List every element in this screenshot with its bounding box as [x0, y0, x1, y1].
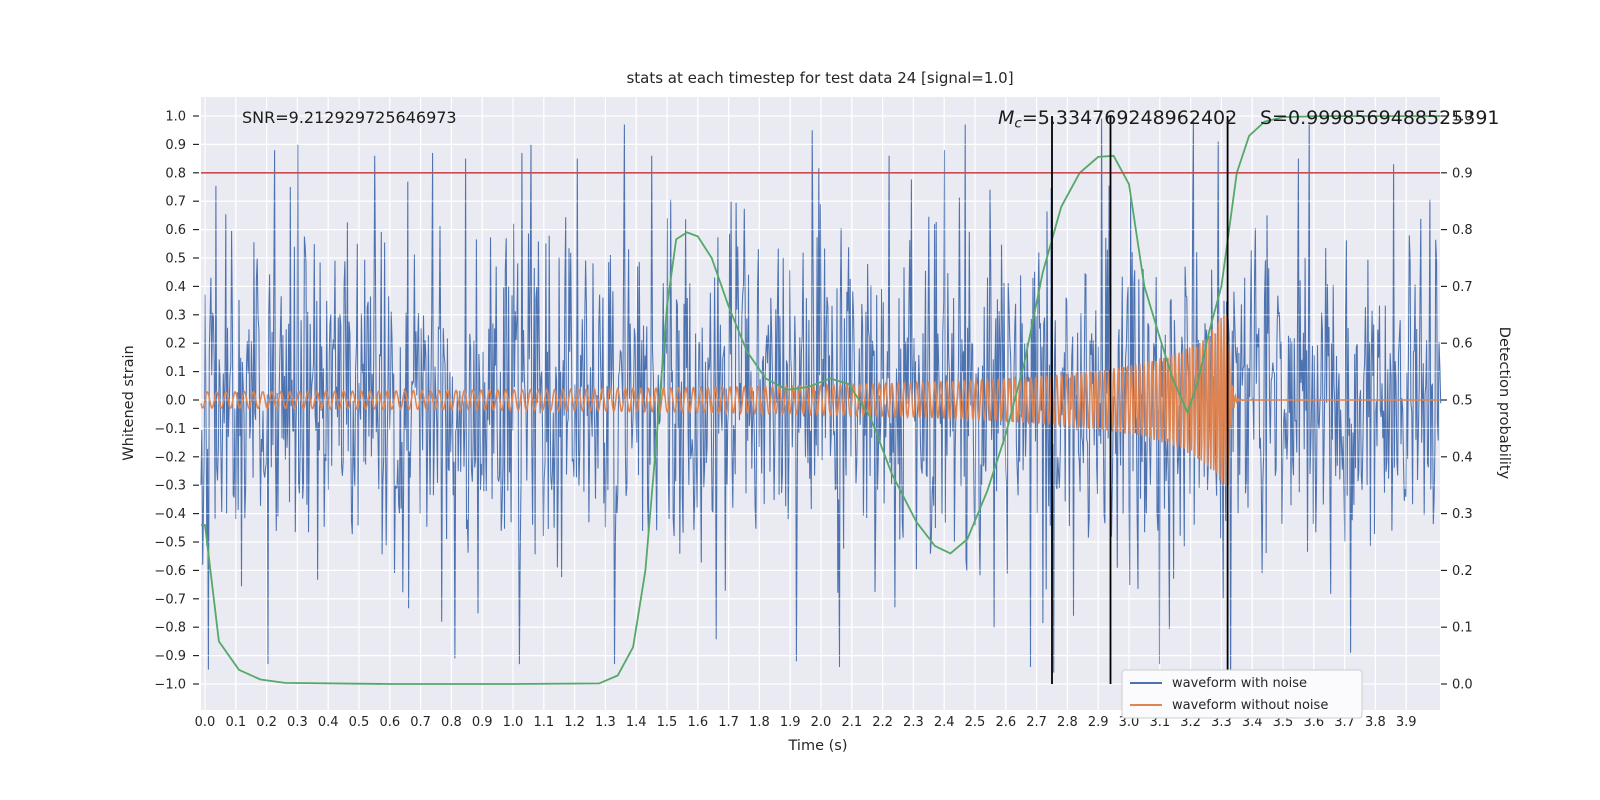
y-left-axis-label: Whitened strain	[121, 345, 137, 460]
x-tick-label: 2.3	[903, 715, 924, 730]
x-tick-label: 0.3	[287, 715, 308, 730]
noisy-waveform-layer	[200, 118, 1442, 693]
y-right-tick-label: 1.0	[1452, 110, 1473, 125]
x-tick-label: 0.6	[379, 715, 400, 730]
clean-waveform-line	[200, 315, 1440, 486]
y-left-tick-label: −0.6	[154, 564, 186, 579]
x-axis-label: Time (s)	[788, 738, 848, 754]
legend: waveform with noise waveform without noi…	[1121, 669, 1363, 719]
threshold-and-event-lines	[201, 116, 1440, 684]
x-tick-label: 1.3	[595, 715, 616, 730]
y-left-tick-label: −0.2	[154, 450, 186, 465]
x-tick-label: 1.6	[687, 715, 708, 730]
x-tick-label: 2.8	[1057, 715, 1078, 730]
x-tick-label: 1.7	[718, 715, 739, 730]
y-left-tick-label: −0.8	[154, 621, 186, 636]
y-left-tick-label: 0.4	[165, 280, 186, 295]
x-tick-label: 2.7	[1026, 715, 1047, 730]
x-tick-label: 1.8	[749, 715, 770, 730]
x-tick-label: 0.1	[225, 715, 246, 730]
annotation-detection-stat: S=0.9998569488525391	[1260, 107, 1500, 129]
y-right-tick-label: 0.3	[1452, 507, 1473, 522]
y-left-tick-label: −0.7	[154, 592, 186, 607]
clean-waveform-layer	[200, 315, 1440, 486]
x-tick-label: 3.8	[1365, 715, 1386, 730]
x-tick-label: 3.6	[1303, 715, 1324, 730]
x-tick-label: 3.3	[1211, 715, 1232, 730]
probability-line	[201, 115, 1441, 685]
x-tick-label: 2.5	[965, 715, 986, 730]
y-left-tick-label: −0.4	[154, 507, 186, 522]
probability-line-layer	[201, 115, 1441, 685]
y-left-tick-label: 0.9	[165, 138, 186, 153]
tick-labels: 1.0 0.9 0.8 0.7 0.6 0.5 0.4 0.3 0.2 0.1 0.0 −0.1 −0.…	[154, 110, 1472, 731]
legend-box	[1121, 669, 1363, 719]
y-left-tick-label: 0.6	[165, 223, 186, 238]
legend-label-noisy: waveform with noise	[1172, 676, 1307, 691]
y-left-tick-label: 1.0	[165, 110, 186, 125]
y-left-tick-label: 0.1	[165, 365, 186, 380]
y-right-tick-label: 0.6	[1452, 337, 1473, 352]
y-left-tick-label: −0.9	[154, 649, 186, 664]
x-tick-label: 1.9	[780, 715, 801, 730]
y-left-tick-label: 0.3	[165, 308, 186, 323]
x-tick-label: 0.5	[349, 715, 370, 730]
y-right-tick-label: 0.8	[1452, 223, 1473, 238]
x-tick-label: 3.5	[1273, 715, 1294, 730]
x-tick-label: 0.8	[441, 715, 462, 730]
annotation-chirp-mass: Mc=5.334769248962402	[998, 107, 1237, 132]
x-tick-label: 3.9	[1396, 715, 1417, 730]
y-right-tick-label: 0.5	[1452, 394, 1473, 409]
y-left-tick-label: 0.0	[165, 394, 186, 409]
x-tick-label: 2.4	[934, 715, 955, 730]
x-tick-label: 2.0	[811, 715, 832, 730]
y-left-tick-label: 0.7	[165, 195, 186, 210]
x-tick-label: 1.2	[564, 715, 585, 730]
x-tick-label: 2.1	[841, 715, 862, 730]
x-tick-label: 0.7	[410, 715, 431, 730]
y-left-tick-label: 0.2	[165, 337, 186, 352]
x-tick-label: 2.2	[872, 715, 893, 730]
x-tick-label: 2.9	[1088, 715, 1109, 730]
y-right-tick-label: 0.2	[1452, 564, 1473, 579]
x-tick-label: 3.0	[1119, 715, 1140, 730]
y-right-axis-label: Detection probability	[1496, 327, 1512, 480]
x-tick-label: 0.2	[256, 715, 277, 730]
x-tick-label: 0.0	[195, 715, 216, 730]
y-right-tick-label: 0.1	[1452, 621, 1473, 636]
y-left-tick-label: 0.5	[165, 252, 186, 267]
y-right-tick-label: 0.4	[1452, 450, 1473, 465]
x-tick-label: 3.1	[1149, 715, 1170, 730]
y-right-tick-label: 0.7	[1452, 280, 1473, 295]
y-left-tick-label: −0.5	[154, 536, 186, 551]
y-left-tick-label: −0.1	[154, 422, 186, 437]
x-tick-label: 2.6	[995, 715, 1016, 730]
plot-title: stats at each timestep for test data 24 …	[626, 69, 1013, 87]
x-tick-label: 0.4	[318, 715, 339, 730]
y-left-tick-label: 0.8	[165, 166, 186, 181]
y-left-tick-label: −1.0	[154, 678, 186, 693]
x-tick-label: 1.1	[533, 715, 554, 730]
x-tick-label: 3.2	[1180, 715, 1201, 730]
legend-label-clean: waveform without noise	[1172, 698, 1328, 713]
y-right-tick-label: 0.9	[1452, 166, 1473, 181]
annotation-snr: SNR=9.212929725646973	[242, 108, 457, 127]
y-right-tick-label: 0.0	[1452, 678, 1473, 693]
y-left-tick-label: −0.3	[154, 479, 186, 494]
x-tick-label: 3.4	[1242, 715, 1263, 730]
noisy-waveform-line	[200, 118, 1442, 693]
x-tick-label: 1.4	[626, 715, 647, 730]
x-tick-label: 0.9	[472, 715, 493, 730]
x-tick-label: 3.7	[1334, 715, 1355, 730]
x-tick-label: 1.0	[503, 715, 524, 730]
x-tick-label: 1.5	[657, 715, 678, 730]
